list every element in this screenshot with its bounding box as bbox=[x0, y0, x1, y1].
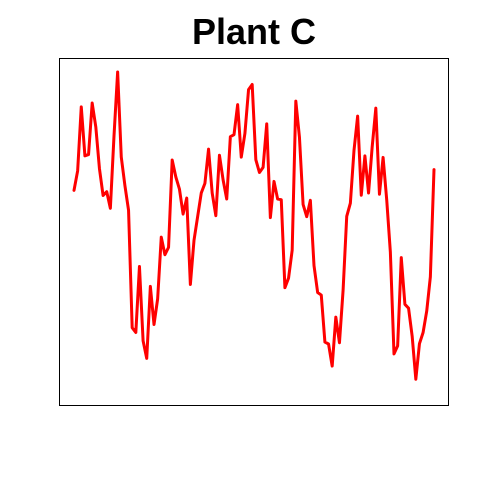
plot-frame bbox=[59, 58, 449, 406]
series-line-0 bbox=[72, 70, 436, 381]
chart-title: Plant C bbox=[192, 11, 316, 52]
plot-area bbox=[72, 70, 436, 381]
